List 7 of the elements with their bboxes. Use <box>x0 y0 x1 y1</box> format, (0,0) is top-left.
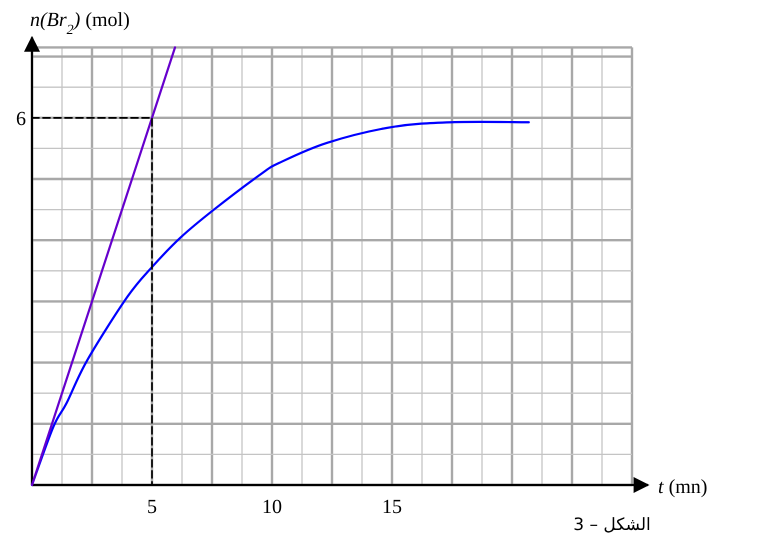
x-tick-label: 15 <box>382 496 402 518</box>
x-tick-label: 10 <box>262 496 282 518</box>
text: الشكل – 3 <box>573 515 651 535</box>
y-axis-title: n(Br$_{2}$) (mol) <box>30 9 130 38</box>
x-axis-title: t (mn) <box>658 476 708 498</box>
annotation: 6 <box>16 108 26 130</box>
x-tick-label: 5 <box>147 496 157 518</box>
